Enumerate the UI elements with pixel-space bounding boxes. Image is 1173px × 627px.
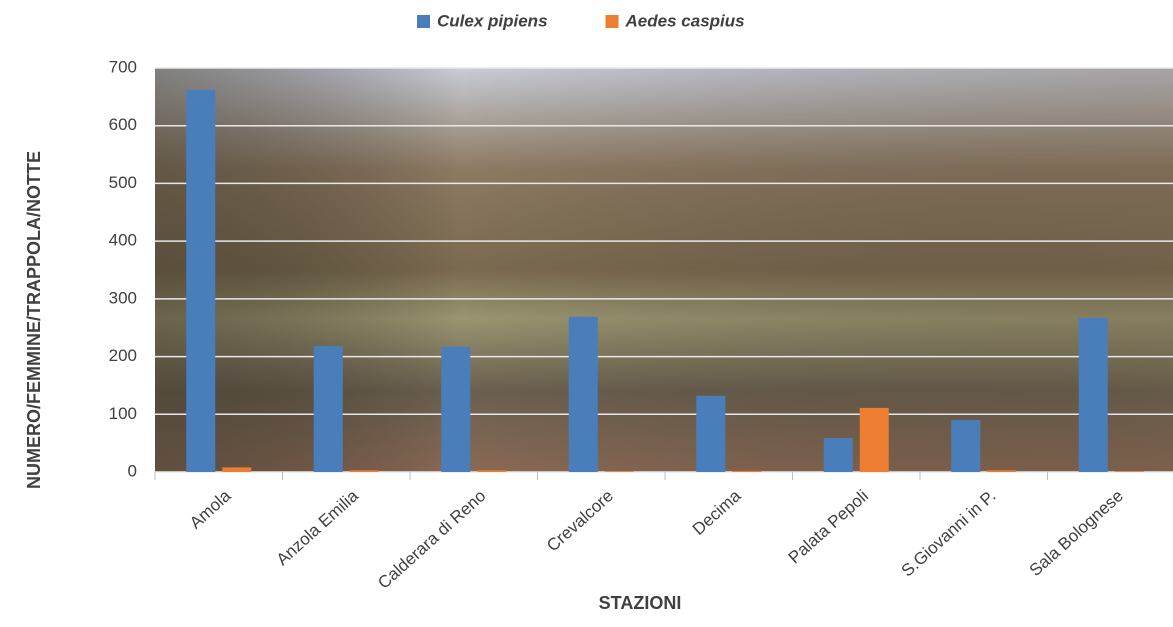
legend-swatch [417, 15, 430, 28]
bar [349, 470, 379, 472]
bar [568, 316, 598, 472]
background-shade [155, 68, 1173, 472]
y-tick-label: 600 [109, 115, 137, 134]
x-tick-label: Amola [186, 486, 235, 533]
y-tick-label: 700 [109, 57, 137, 76]
bar [477, 470, 507, 472]
bar [732, 470, 762, 472]
x-tick-label: Anzola Emilia [273, 486, 363, 569]
x-tick-label: S.Giovanni in P. [898, 486, 1000, 580]
y-tick-label: 300 [109, 288, 137, 307]
y-axis-title: NUMERO/FEMMINE/TRAPPOLA/NOTTE [24, 151, 44, 489]
bar [186, 89, 216, 472]
y-tick-label: 200 [109, 346, 137, 365]
legend-label: Culex pipiens [437, 11, 548, 30]
bar [1078, 317, 1108, 472]
bar [859, 407, 889, 472]
bar [441, 346, 471, 472]
x-tick-label: Crevalcore [543, 486, 617, 555]
legend-swatch [605, 15, 619, 28]
y-tick-label: 100 [109, 404, 137, 423]
y-tick-label: 0 [128, 461, 137, 480]
bar [313, 346, 343, 472]
legend-label: Aedes caspius [625, 11, 745, 30]
x-axis-title: STAZIONI [599, 593, 682, 613]
bar [951, 420, 981, 472]
bar [823, 437, 853, 472]
bar [987, 470, 1017, 472]
bar [604, 471, 634, 472]
x-tick-label: Decima [689, 486, 745, 539]
legend: Culex pipiens Aedes caspius [417, 11, 745, 30]
bar [222, 467, 252, 472]
bar [1114, 471, 1144, 472]
x-tick-label: Palata Pepoli [785, 486, 872, 567]
y-tick-label: 500 [109, 173, 137, 192]
x-tick-label: Calderara di Reno [374, 486, 489, 592]
bar [696, 395, 726, 472]
x-tick-label: Sala Bolognese [1026, 486, 1127, 580]
y-tick-label: 400 [109, 231, 137, 250]
